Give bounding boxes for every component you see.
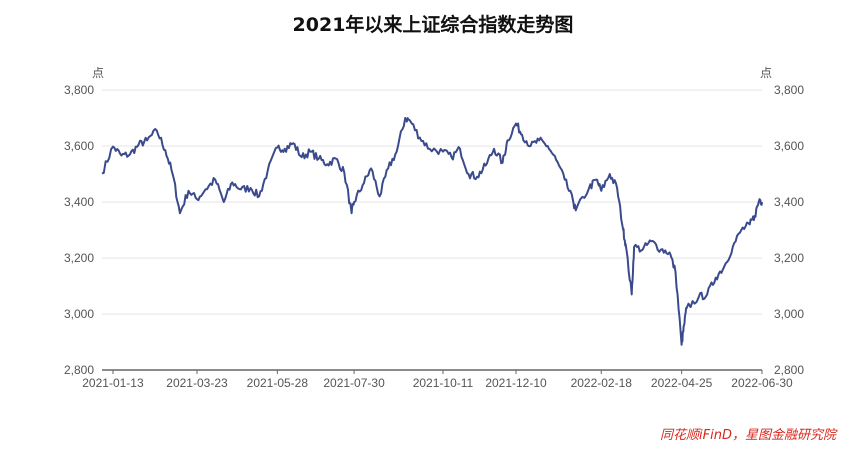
source-note: 同花顺iFinD，星图金融研究院: [660, 428, 836, 443]
y-tick-label-right: 3,800: [774, 83, 804, 97]
y-tick-label-left: 3,200: [64, 251, 94, 265]
x-tick-label: 2021-03-23: [166, 376, 228, 390]
chart-title: 2021年以来上证综合指数走势图: [292, 14, 574, 36]
y-tick-label-left: 3,600: [64, 139, 94, 153]
y-axis-unit-right: 点: [760, 66, 773, 80]
gridlines: [102, 89, 762, 371]
y-tick-label-right: 3,600: [774, 139, 804, 153]
y-tick-label-left: 2,800: [64, 363, 94, 377]
y-tick-label-left: 3,000: [64, 307, 94, 321]
x-tick-label: 2021-05-28: [247, 376, 309, 390]
x-tick-label: 2021-01-13: [82, 376, 144, 390]
x-tick-label: 2021-07-30: [323, 376, 385, 390]
y-tick-label-right: 2,800: [774, 363, 804, 377]
series-line: [101, 117, 763, 346]
y-tick-label-right: 3,000: [774, 307, 804, 321]
y-tick-label-left: 3,800: [64, 83, 94, 97]
y-tick-label-right: 3,200: [774, 251, 804, 265]
y-axis-right: 2,800 3,000 3,200 3,400 3,600 3,800: [774, 83, 804, 377]
x-tick-label: 2022-04-25: [651, 376, 713, 390]
x-tick-label: 2021-12-10: [485, 376, 547, 390]
y-axis-unit-left: 点: [92, 66, 105, 80]
y-tick-label-left: 3,400: [64, 195, 94, 209]
x-tick-label: 2022-02-18: [571, 376, 633, 390]
x-tick-label: 2021-10-11: [413, 376, 474, 390]
y-axis-left: 2,800 3,000 3,200 3,400 3,600 3,800: [64, 83, 94, 377]
x-axis: 2021-01-13 2021-03-23 2021-05-28 2021-07-30…: [82, 370, 793, 390]
x-tick-label: 2022-06-30: [731, 376, 793, 390]
y-tick-label-right: 3,400: [774, 195, 804, 209]
